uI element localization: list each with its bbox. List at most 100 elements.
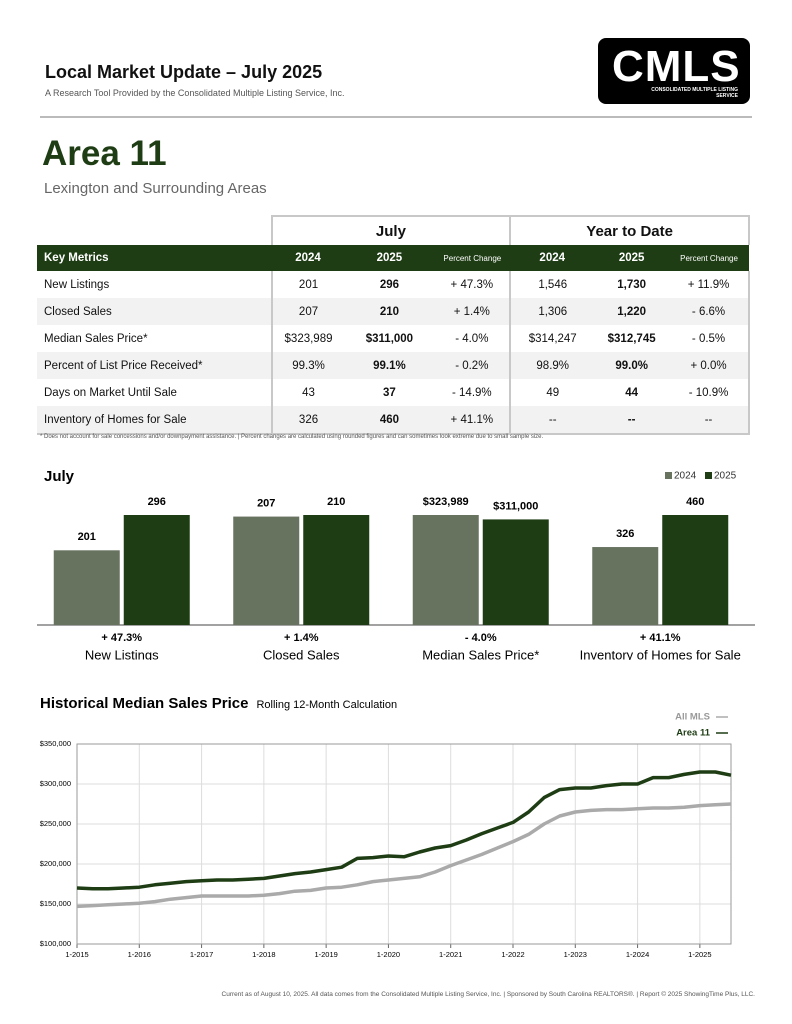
column-header: Percent Change xyxy=(434,245,511,271)
bar-value-label: 201 xyxy=(78,531,96,543)
cell: 1,306 xyxy=(509,298,595,325)
cell: 210 xyxy=(344,298,435,325)
bar xyxy=(233,516,300,625)
cell: + 11.9% xyxy=(669,271,750,298)
page-subtitle: A Research Tool Provided by the Consolid… xyxy=(45,88,345,98)
group-header: Year to Date xyxy=(509,215,750,245)
chart-title: July xyxy=(44,468,75,485)
divider xyxy=(40,116,752,118)
metric-name: Median Sales Price* xyxy=(44,332,148,345)
column-header: 2024 xyxy=(271,245,345,271)
cell: 296 xyxy=(379,278,400,291)
y-tick-label: $150,000 xyxy=(40,899,71,908)
legend-label: 2024 xyxy=(674,471,697,482)
bar-value-label: 460 xyxy=(686,496,704,508)
legend-swatch xyxy=(705,472,712,479)
y-tick-label: $100,000 xyxy=(40,939,71,948)
cell: + 0.0% xyxy=(669,352,750,379)
cell: $312,745 xyxy=(607,332,656,345)
cell: 98.9% xyxy=(509,352,595,379)
x-tick-label: 1-2022 xyxy=(501,950,524,959)
change-label: + 47.3% xyxy=(101,632,142,644)
category-label: Median Sales Price* xyxy=(422,647,539,660)
cell: - 4.0% xyxy=(455,332,489,345)
metrics-table: July Year to Date Key Metrics 2024 2025 Perc… xyxy=(37,215,750,435)
x-tick-label: 1-2020 xyxy=(377,950,400,959)
bar xyxy=(482,519,549,625)
category-label: Closed Sales xyxy=(263,647,340,660)
metric-name: Days on Market Until Sale xyxy=(44,386,177,399)
x-tick-label: 1-2023 xyxy=(564,950,587,959)
cell: 99.1% xyxy=(344,352,435,379)
metric-name: New Listings xyxy=(44,278,110,291)
cell: - 14.9% xyxy=(452,386,492,399)
bar-chart: July 2024 2025 201 296 + 47.3% New Listings 207… xyxy=(37,468,755,660)
logo-subtitle: CONSOLIDATED MULTIPLE LISTING SERVICE xyxy=(651,87,738,99)
cell: + 1.4% xyxy=(434,298,511,325)
bar xyxy=(53,550,120,625)
cell: + 47.3% xyxy=(450,278,494,291)
x-tick-label: 1-2018 xyxy=(252,950,275,959)
cell: 326 xyxy=(270,406,345,435)
table-row: Closed Sales 207 210 + 1.4% 1,306 1,220- 6.6% xyxy=(37,298,750,325)
x-tick-label: 1-2015 xyxy=(65,950,88,959)
table-row: Median Sales Price* $323,989 $311,000 - 4.0… xyxy=(37,325,750,352)
x-tick-label: 1-2025 xyxy=(688,950,711,959)
cell: -- xyxy=(669,406,750,435)
footer: Current as of August 10, 2025. All data … xyxy=(221,991,755,998)
category-label: Inventory of Homes for Sale xyxy=(580,647,741,660)
legend-label: All MLS xyxy=(675,712,710,723)
footnote: * Does not account for sale concessions … xyxy=(40,434,544,440)
cell: 99.3% xyxy=(270,352,345,379)
table-row: Inventory of Homes for Sale 326 460 + 41.1%… xyxy=(37,406,750,435)
x-tick-label: 1-2019 xyxy=(314,950,337,959)
bar xyxy=(592,547,659,625)
column-header: Percent Change xyxy=(669,245,749,271)
cell: 99.0% xyxy=(594,352,670,379)
x-tick-label: 1-2021 xyxy=(439,950,462,959)
bar-value-label: 296 xyxy=(148,496,166,508)
bar-value-label: $323,989 xyxy=(423,496,469,508)
change-label: - 4.0% xyxy=(465,632,497,644)
x-tick-label: 1-2024 xyxy=(626,950,649,959)
cell: 201 xyxy=(270,271,345,298)
column-header: Key Metrics xyxy=(37,245,272,271)
metric-name: Inventory of Homes for Sale xyxy=(37,406,272,435)
bar-value-label: 326 xyxy=(616,528,634,540)
change-label: + 1.4% xyxy=(284,632,319,644)
x-tick-label: 1-2016 xyxy=(128,950,151,959)
cell: 37 xyxy=(383,386,396,399)
cell: 49 xyxy=(509,379,595,406)
table-row: Percent of List Price Received* 99.3% 99.1… xyxy=(37,352,750,379)
bar-value-label: $311,000 xyxy=(493,500,538,512)
y-tick-label: $200,000 xyxy=(40,859,71,868)
cell: $314,247 xyxy=(509,325,595,352)
legend-swatch xyxy=(665,472,672,479)
page-title: Local Market Update – July 2025 xyxy=(45,62,323,82)
area-subtitle: Lexington and Surrounding Areas xyxy=(44,180,267,197)
column-header: 2025 xyxy=(594,245,670,271)
cell: 1,546 xyxy=(509,271,595,298)
bar xyxy=(662,515,729,625)
cell: - 0.5% xyxy=(669,325,750,352)
cell: 1,730 xyxy=(617,278,647,291)
cell: - 6.6% xyxy=(669,298,750,325)
bar xyxy=(303,515,370,625)
column-header: 2025 xyxy=(344,245,435,271)
cell: 207 xyxy=(270,298,345,325)
chart-subtitle: Rolling 12-Month Calculation xyxy=(256,699,397,711)
line-chart: Historical Median Sales Price Rolling 12-… xyxy=(40,695,732,959)
category-label: New Listings xyxy=(85,647,159,660)
y-tick-label: $300,000 xyxy=(40,779,71,788)
cell: 43 xyxy=(270,379,345,406)
bar-value-label: 210 xyxy=(327,496,345,508)
legend-label: 2025 xyxy=(714,471,737,482)
group-header: July xyxy=(270,215,512,245)
chart-title: Historical Median Sales Price xyxy=(40,695,248,712)
area-title: Area 11 xyxy=(42,134,167,173)
column-header: 2024 xyxy=(510,245,595,271)
cell: -- xyxy=(594,406,670,435)
bar xyxy=(123,515,190,625)
table-row: Days on Market Until Sale 43 37 - 14.9% 49 44… xyxy=(37,379,750,406)
